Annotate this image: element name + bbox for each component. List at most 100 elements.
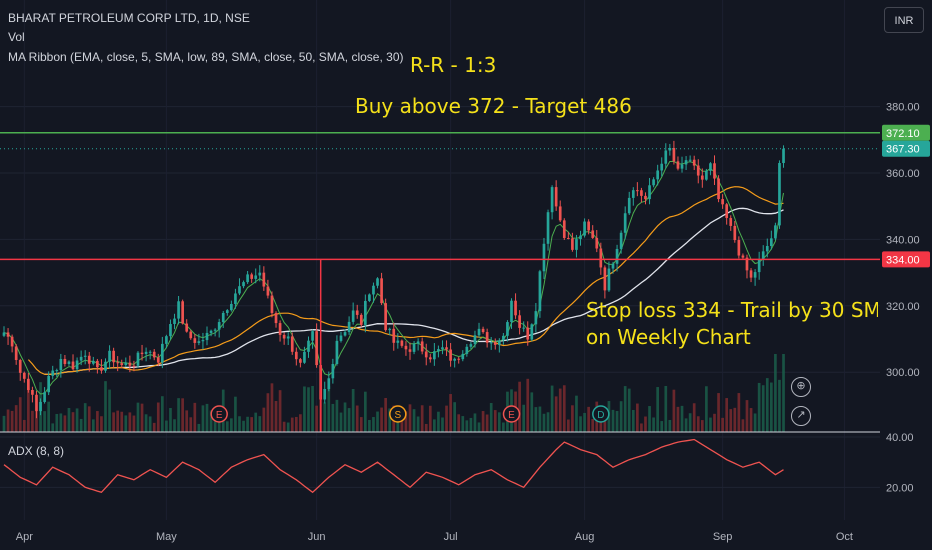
candle-body bbox=[599, 248, 603, 268]
currency-selector[interactable]: INR bbox=[884, 7, 924, 33]
candle-body bbox=[668, 148, 672, 151]
candle-body bbox=[445, 347, 448, 350]
candle-body bbox=[116, 362, 120, 364]
axes: 300.00 320.00 340.00 360.00 380.00 20.00 40.00… bbox=[16, 0, 932, 550]
volume-bar bbox=[729, 409, 733, 432]
symbol-title: BHARAT PETROLEUM CORP LTD, 1D, NSE bbox=[8, 11, 250, 25]
candle-body bbox=[91, 360, 95, 364]
volume-bar bbox=[55, 413, 59, 432]
candle-body bbox=[120, 363, 124, 366]
candle-body bbox=[489, 342, 493, 344]
volume-bar bbox=[424, 423, 428, 432]
candle-body bbox=[428, 357, 432, 360]
volume-bar bbox=[213, 415, 217, 432]
volume-bar bbox=[591, 418, 595, 432]
price-tick-label: 380.00 bbox=[886, 102, 920, 114]
adx-tick-label: 20.00 bbox=[886, 482, 914, 494]
candle-body bbox=[311, 331, 314, 341]
candle-body bbox=[250, 274, 253, 279]
candle-body bbox=[469, 344, 473, 347]
candle-body bbox=[676, 161, 680, 169]
candle-body bbox=[774, 225, 777, 239]
candle-body bbox=[757, 259, 761, 273]
volume-bar bbox=[290, 417, 294, 432]
volume-bar bbox=[22, 419, 26, 432]
volume-bar bbox=[558, 388, 562, 432]
candle-body bbox=[258, 272, 262, 276]
candle-body bbox=[359, 314, 363, 325]
volume-bar bbox=[636, 403, 639, 432]
volume-bar bbox=[567, 419, 570, 432]
volume-bar bbox=[120, 411, 124, 432]
volume-bar bbox=[148, 416, 152, 432]
event-marker-label: S bbox=[394, 410, 401, 421]
candle-body bbox=[87, 355, 91, 364]
volume-bar bbox=[104, 381, 107, 432]
candle-body bbox=[607, 268, 611, 291]
candle-body bbox=[347, 321, 351, 333]
candle-body bbox=[721, 199, 724, 205]
volume-bar bbox=[311, 385, 314, 432]
volume-bar bbox=[692, 403, 696, 432]
crosshair-tool-icon[interactable]: ⊕ bbox=[791, 377, 811, 397]
volume-bar bbox=[546, 412, 550, 432]
volume-bar bbox=[83, 403, 87, 432]
volume-bar bbox=[453, 402, 456, 432]
volume-bar bbox=[579, 416, 582, 432]
volume-bar bbox=[347, 408, 351, 432]
candle-body bbox=[457, 358, 461, 360]
candle-body bbox=[246, 274, 249, 283]
candle-body bbox=[299, 359, 302, 363]
alert-tool-icon[interactable]: ↗ bbox=[791, 406, 811, 426]
volume-bar bbox=[713, 413, 716, 432]
volume-bar bbox=[63, 415, 67, 432]
volume-bar bbox=[485, 414, 489, 432]
volume-bar bbox=[705, 386, 708, 432]
candle-body bbox=[209, 330, 213, 333]
candle-body bbox=[71, 361, 75, 370]
event-marker-e bbox=[502, 405, 521, 423]
price-scale-panel bbox=[880, 0, 932, 550]
volume-bar bbox=[10, 410, 14, 432]
candle-body bbox=[672, 148, 676, 162]
volume-bar bbox=[477, 422, 481, 432]
volume-bar bbox=[753, 413, 757, 432]
volume-bar bbox=[100, 416, 103, 432]
candle-body bbox=[315, 331, 318, 366]
candle-body bbox=[753, 272, 757, 278]
candle-body bbox=[481, 328, 485, 333]
candle-body bbox=[400, 340, 404, 346]
candle-body bbox=[201, 340, 205, 342]
candle-body bbox=[6, 332, 10, 337]
volume-bar bbox=[43, 411, 46, 432]
time-tick-label: Apr bbox=[16, 531, 33, 543]
stop-price-tag: 334.00 bbox=[886, 254, 920, 266]
price-tick-label: 360.00 bbox=[886, 168, 920, 180]
volume-bar bbox=[412, 409, 416, 432]
candle-body bbox=[591, 230, 595, 238]
candle-body bbox=[35, 394, 38, 412]
last-price-tag: 367.30 bbox=[886, 144, 920, 156]
volume-bar bbox=[652, 417, 655, 432]
volume-bar bbox=[35, 410, 38, 432]
candle-body bbox=[161, 343, 164, 363]
volume-bar bbox=[554, 396, 558, 432]
candle-body bbox=[230, 303, 233, 311]
candle-body bbox=[10, 336, 14, 347]
volume-bar bbox=[315, 405, 318, 432]
volume-bar bbox=[87, 406, 91, 432]
volume-bar bbox=[587, 406, 590, 432]
candle-body bbox=[644, 195, 647, 200]
candle-body bbox=[31, 389, 34, 395]
volume-bar bbox=[197, 423, 201, 432]
volume-bar bbox=[79, 418, 83, 432]
volume-bar bbox=[201, 405, 205, 432]
candle-body bbox=[546, 212, 550, 244]
candle-body bbox=[473, 335, 477, 345]
volume-bar bbox=[372, 417, 375, 432]
event-marker-label: E bbox=[508, 410, 515, 421]
volume-bar bbox=[140, 403, 144, 432]
candle-body bbox=[733, 225, 737, 241]
